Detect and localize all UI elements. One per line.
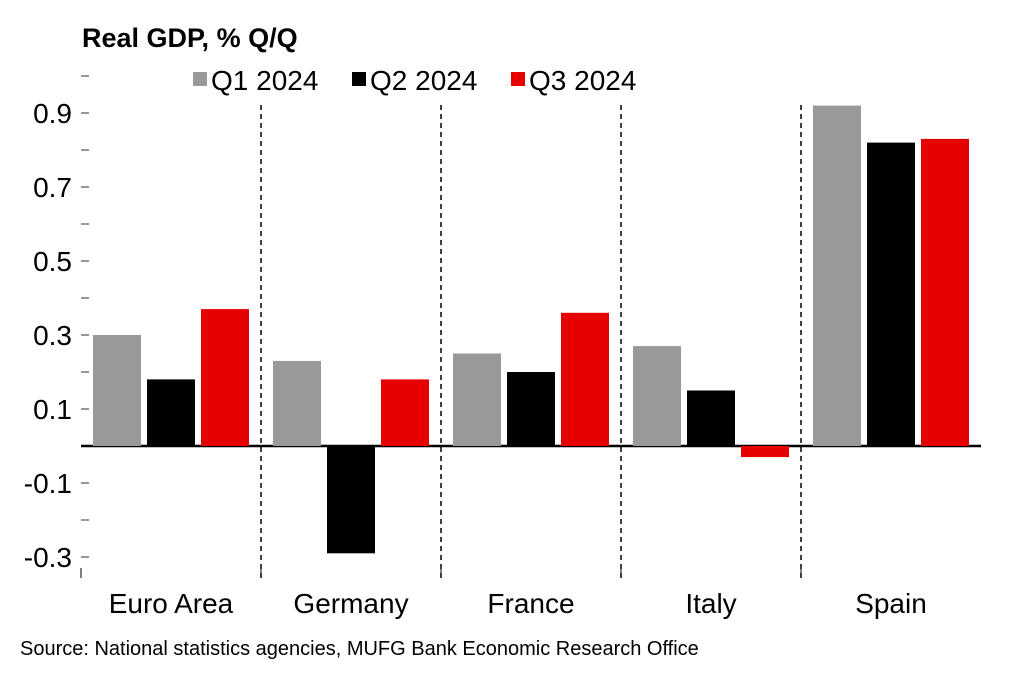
y-tick-label: 0.5 [33,246,72,277]
category-labels: Euro Area Germany France Italy Spain [109,588,927,619]
source-note: Source: National statistics agencies, MU… [20,638,699,660]
category-label: Spain [855,588,927,619]
bar-q3-2024-euro-area [201,309,249,446]
y-tick-label: 0.1 [33,394,72,425]
legend-swatch [511,72,525,86]
legend: Q1 2024 Q2 2024 Q3 2024 [193,65,636,96]
bar-q3-2024-italy [741,446,789,458]
category-label: France [487,588,574,619]
axes: 0.9 0.7 0.5 0.3 0.1 -0.1 -0.3 [24,75,981,578]
y-tick-label: -0.1 [24,468,72,499]
bar-q2-2024-euro-area [147,379,195,446]
y-tick-label: -0.3 [24,542,72,573]
y-tick-label: 0.7 [33,172,72,203]
legend-swatch [193,72,207,86]
category-label: Euro Area [109,588,234,619]
bar-q3-2024-germany [381,379,429,446]
bar-q3-2024-france [561,312,609,446]
legend-label: Q3 2024 [529,65,636,96]
bar-q2-2024-france [507,372,555,446]
bar-q2-2024-germany [327,446,375,554]
legend-label: Q1 2024 [211,65,318,96]
bars [93,105,969,554]
bar-q3-2024-spain [921,138,969,446]
chart-title: Real GDP, % Q/Q [82,23,298,53]
legend-label: Q2 2024 [370,65,477,96]
bar-q1-2024-spain [813,105,861,446]
bar-q2-2024-italy [687,390,735,446]
y-tick-label: 0.9 [33,98,72,129]
bar-q1-2024-germany [273,360,321,446]
category-label: Germany [293,588,408,619]
legend-swatch [352,72,366,86]
bar-q1-2024-italy [633,346,681,446]
category-label: Italy [685,588,736,619]
bar-q2-2024-spain [867,142,915,446]
bar-q1-2024-euro-area [93,335,141,446]
y-tick-label: 0.3 [33,320,72,351]
bar-q1-2024-france [453,353,501,446]
